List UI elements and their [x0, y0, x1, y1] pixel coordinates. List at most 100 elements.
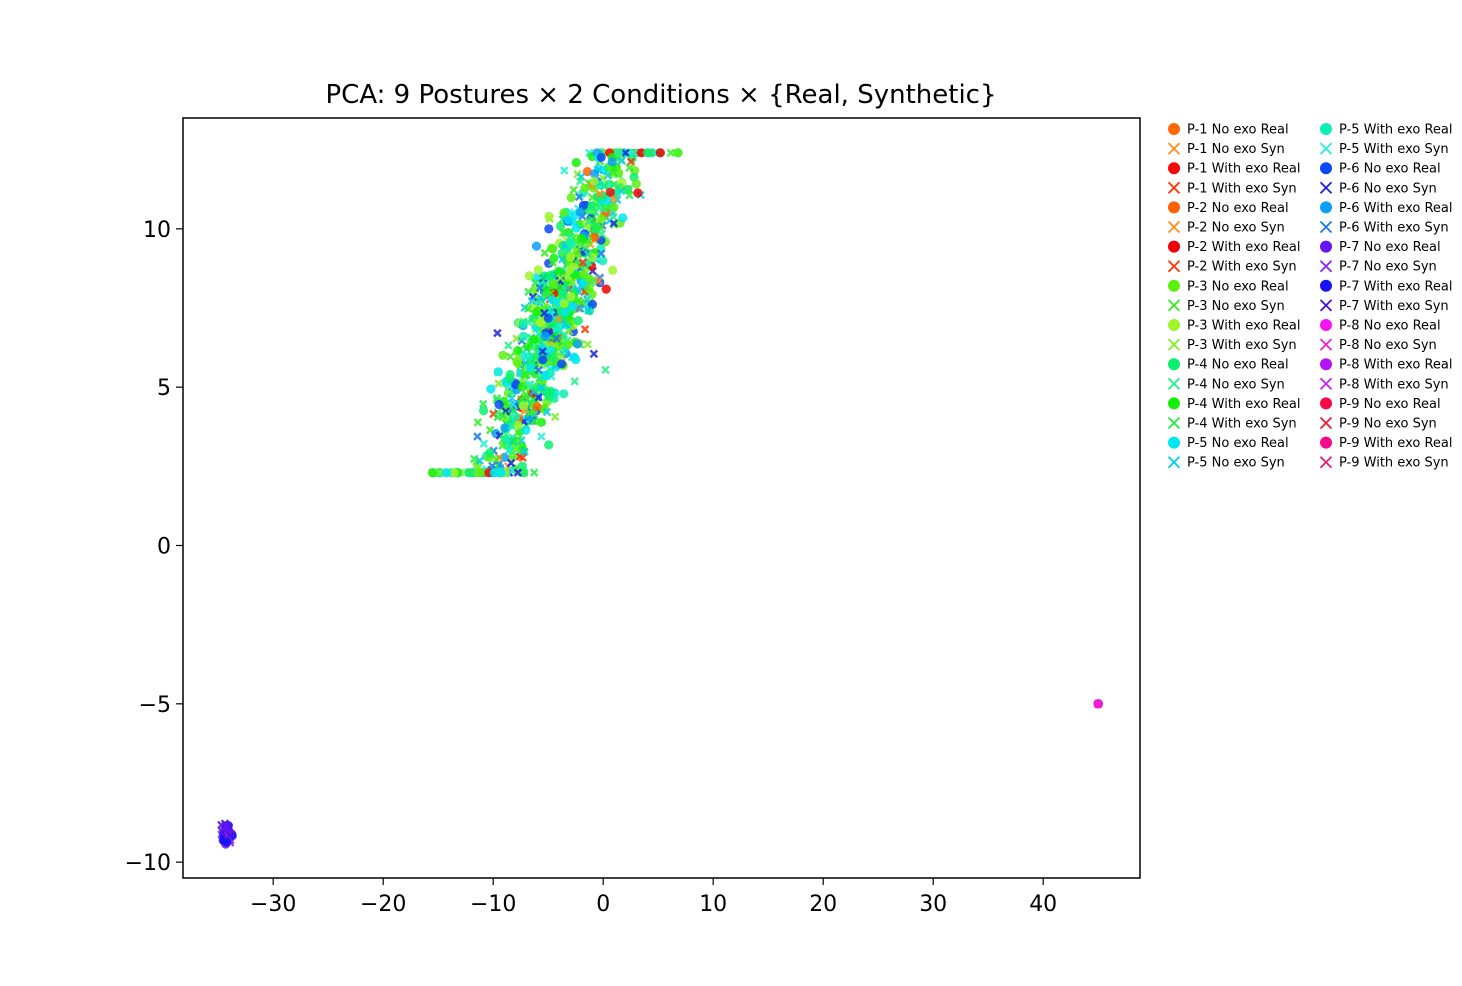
legend-marker [1167, 299, 1181, 312]
data-point [578, 200, 589, 211]
data-point [486, 384, 496, 394]
data-point [478, 399, 488, 409]
data-point [500, 423, 510, 433]
data-point [513, 420, 523, 430]
legend-marker [1168, 162, 1180, 175]
legend-item: P-1 With exo Syn [1167, 181, 1297, 196]
data-point [475, 468, 485, 478]
data-point [590, 169, 600, 179]
data-point [493, 412, 502, 422]
data-point [559, 330, 569, 339]
data-point [587, 201, 597, 211]
data-point [493, 328, 502, 338]
data-point [609, 212, 618, 221]
x-tick-label: 20 [809, 892, 837, 917]
plot-area-frame [182, 117, 1141, 879]
legend-item: P-4 No exo Real [1168, 358, 1289, 373]
data-point [542, 407, 552, 417]
data-point [504, 445, 514, 455]
legend-marker [1168, 358, 1180, 371]
data-point [564, 317, 573, 326]
data-point [508, 466, 517, 475]
legend-label: P-8 No exo Syn [1339, 338, 1437, 353]
x-tick-label: −20 [360, 892, 406, 917]
legend-marker [1167, 181, 1181, 194]
data-point [609, 218, 619, 228]
legend-label: P-7 With exo Real [1339, 279, 1452, 294]
data-point [518, 331, 529, 341]
data-point [609, 180, 618, 189]
legend-marker [1319, 377, 1333, 390]
legend-marker [1320, 201, 1332, 214]
data-point [578, 278, 588, 288]
data-point [626, 157, 636, 166]
data-point [505, 374, 515, 384]
data-point [549, 279, 559, 289]
legend: P-1 No exo Real P-1 No exo Syn P-1 With ex… [1167, 123, 1452, 471]
legend-item: P-9 No exo Real [1320, 397, 1441, 412]
legend-label: P-9 No exo Real [1339, 397, 1441, 412]
data-point [493, 368, 503, 377]
legend-label: P-6 No exo Syn [1339, 181, 1437, 196]
data-point [514, 435, 523, 444]
data-point [558, 228, 568, 237]
legend-item: P-8 With exo Real [1320, 358, 1452, 373]
data-point [633, 188, 643, 198]
data-point [544, 224, 554, 234]
legend-item: P-7 No exo Real [1320, 240, 1441, 255]
data-point [608, 265, 618, 275]
legend-label: P-1 No exo Real [1187, 123, 1289, 138]
data-point [524, 351, 534, 362]
x-tick-label: −10 [470, 892, 516, 917]
legend-item: P-5 No exo Syn [1167, 456, 1285, 471]
legend-label: P-6 With exo Syn [1339, 221, 1449, 236]
legend-marker [1167, 416, 1181, 430]
legend-label: P-2 With exo Real [1187, 240, 1300, 255]
data-point [538, 355, 548, 365]
data-point [558, 288, 568, 298]
legend-label: P-7 No exo Syn [1339, 260, 1437, 275]
legend-marker [1319, 456, 1333, 469]
data-point [530, 285, 540, 295]
legend-label: P-1 With exo Real [1187, 162, 1300, 177]
legend-item: P-1 No exo Real [1168, 123, 1289, 138]
data-point [565, 238, 575, 249]
data-point [575, 207, 586, 217]
legend-item: P-9 No exo Syn [1319, 416, 1437, 432]
data-point [538, 347, 547, 356]
legend-marker [1319, 416, 1333, 430]
legend-item: P-2 With exo Syn [1167, 260, 1297, 275]
data-point [469, 454, 479, 464]
data-point [1093, 699, 1103, 709]
data-point [518, 319, 528, 329]
data-point [523, 342, 534, 352]
legend-item: P-2 No exo Syn [1167, 221, 1285, 236]
data-point [494, 379, 503, 388]
data-point [514, 353, 523, 362]
data-point [532, 402, 542, 412]
legend-label: P-3 No exo Real [1187, 279, 1289, 294]
data-point [539, 271, 549, 281]
data-point [531, 241, 542, 251]
legend-item: P-5 With exo Real [1320, 123, 1452, 138]
legend-label: P-9 With exo Real [1339, 436, 1452, 451]
data-point [609, 168, 618, 178]
x-tick-label: 30 [919, 892, 947, 917]
data-point [568, 302, 578, 312]
legend-label: P-6 No exo Real [1339, 162, 1441, 177]
legend-item: P-3 No exo Syn [1167, 299, 1285, 314]
legend-item: P-6 No exo Syn [1319, 181, 1437, 196]
data-point [547, 295, 557, 305]
data-point [655, 148, 666, 158]
x-tick-label: 0 [596, 892, 610, 917]
data-point [584, 284, 594, 294]
data-point [517, 382, 528, 392]
data-point [479, 439, 489, 448]
y-tick-label: 0 [157, 535, 171, 560]
x-tick-label: 10 [699, 892, 727, 917]
data-point [529, 468, 539, 477]
legend-label: P-4 No exo Syn [1187, 377, 1285, 392]
legend-marker [1320, 279, 1332, 292]
chart-title: PCA: 9 Postures × 2 Conditions × {Real, … [326, 80, 997, 110]
data-point [551, 334, 561, 343]
